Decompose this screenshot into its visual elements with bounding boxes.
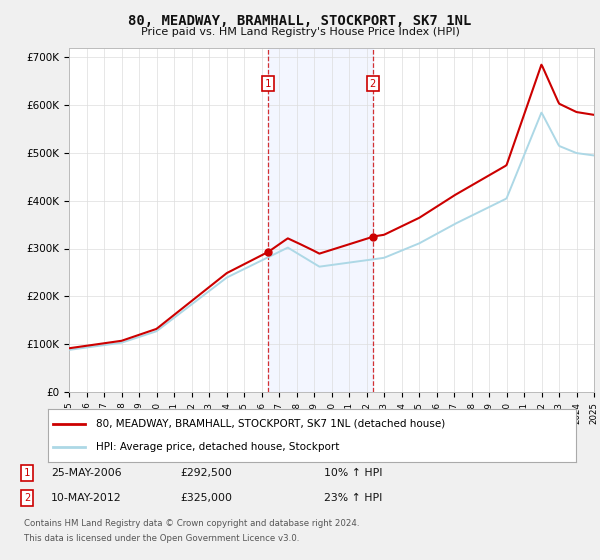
Text: £325,000: £325,000: [180, 493, 232, 503]
Text: Price paid vs. HM Land Registry's House Price Index (HPI): Price paid vs. HM Land Registry's House …: [140, 27, 460, 37]
Text: 1: 1: [265, 79, 271, 89]
Text: 10-MAY-2012: 10-MAY-2012: [51, 493, 122, 503]
Text: 1: 1: [24, 468, 30, 478]
Text: 2: 2: [370, 79, 376, 89]
Text: HPI: Average price, detached house, Stockport: HPI: Average price, detached house, Stoc…: [95, 442, 339, 452]
Bar: [268, 48, 373, 392]
Text: 10% ↑ HPI: 10% ↑ HPI: [324, 468, 383, 478]
Text: 80, MEADWAY, BRAMHALL, STOCKPORT, SK7 1NL (detached house): 80, MEADWAY, BRAMHALL, STOCKPORT, SK7 1N…: [95, 419, 445, 429]
Text: 23% ↑ HPI: 23% ↑ HPI: [324, 493, 382, 503]
Text: Contains HM Land Registry data © Crown copyright and database right 2024.: Contains HM Land Registry data © Crown c…: [24, 519, 359, 528]
Text: This data is licensed under the Open Government Licence v3.0.: This data is licensed under the Open Gov…: [24, 534, 299, 543]
Text: 2: 2: [24, 493, 30, 503]
Text: 25-MAY-2006: 25-MAY-2006: [51, 468, 122, 478]
Text: 80, MEADWAY, BRAMHALL, STOCKPORT, SK7 1NL: 80, MEADWAY, BRAMHALL, STOCKPORT, SK7 1N…: [128, 14, 472, 28]
Text: £292,500: £292,500: [180, 468, 232, 478]
